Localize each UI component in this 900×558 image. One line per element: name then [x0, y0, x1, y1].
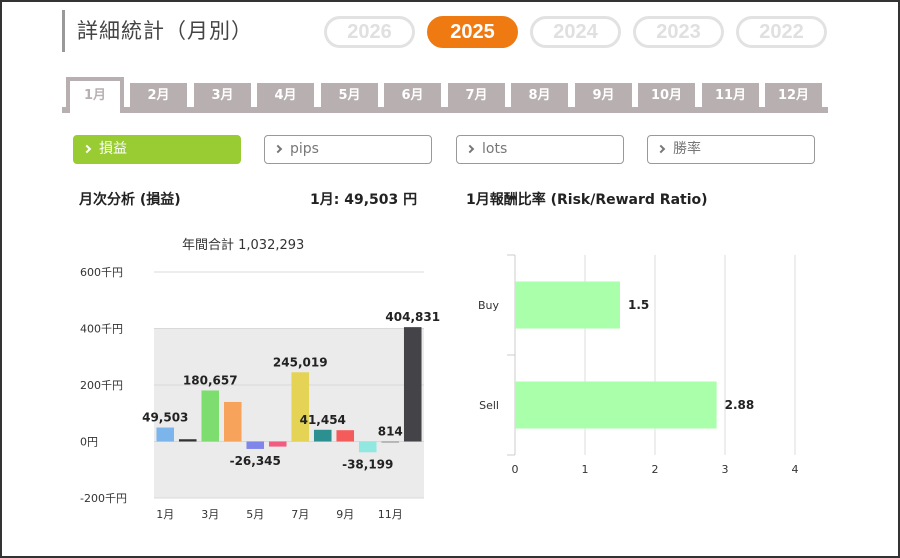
risk-reward-heading: 1月報酬比率 (Risk/Reward Ratio) — [466, 192, 708, 208]
x-tick-label: 2 — [652, 463, 659, 476]
year-selector: 2026 2025 2024 2023 2022 — [324, 16, 827, 48]
annual-total: 年間合計 1,032,293 — [182, 238, 305, 253]
tab-month-4[interactable]: 4月 — [257, 83, 314, 107]
tab-month-12[interactable]: 12月 — [765, 83, 822, 107]
x-tick-label: 7月 — [291, 508, 309, 521]
data-label: 2.88 — [725, 398, 755, 412]
bar-1月 — [156, 427, 175, 442]
bar-11月 — [381, 441, 400, 443]
tab-month-11[interactable]: 11月 — [702, 83, 759, 107]
bar-2月 — [178, 439, 197, 442]
x-tick-label: 5月 — [246, 508, 264, 521]
tab-month-2[interactable]: 2月 — [130, 83, 187, 107]
year-button-2025[interactable]: 2025 — [427, 16, 518, 48]
y-tick-label: 200千円 — [80, 379, 123, 392]
metric-tab-lots[interactable]: lots — [456, 135, 624, 164]
bar-10月 — [358, 441, 377, 453]
tab-month-7[interactable]: 7月 — [448, 83, 505, 107]
year-button-2022[interactable]: 2022 — [736, 16, 827, 48]
bar-7月 — [291, 372, 310, 442]
year-button-2023[interactable]: 2023 — [633, 16, 724, 48]
x-tick-label: 1 — [582, 463, 589, 476]
y-tick-label: 600千円 — [80, 266, 123, 279]
chevron-right-icon — [656, 144, 666, 154]
bar-5月 — [246, 441, 265, 449]
tab-month-10[interactable]: 10月 — [638, 83, 695, 107]
tab-month-1[interactable]: 1月 — [66, 77, 124, 113]
x-tick-label: 11月 — [378, 508, 403, 521]
data-label: -26,345 — [230, 454, 281, 468]
x-tick-label: 9月 — [336, 508, 354, 521]
metric-tab-label: lots — [482, 141, 508, 157]
x-tick-label: 0 — [512, 463, 519, 476]
tab-month-6[interactable]: 6月 — [384, 83, 441, 107]
x-tick-label: 3月 — [201, 508, 219, 521]
chevron-right-icon — [465, 144, 475, 154]
bar-6月 — [268, 441, 287, 447]
y-tick-label: -200千円 — [80, 492, 127, 505]
category-label: Buy — [478, 299, 500, 312]
metric-tab-profit[interactable]: 損益 — [73, 135, 241, 164]
data-label: 1.5 — [628, 298, 649, 312]
page-title: 詳細統計（月別） — [77, 19, 253, 43]
metric-tab-label: 損益 — [99, 141, 127, 157]
tab-month-8[interactable]: 8月 — [511, 83, 568, 107]
tab-month-5[interactable]: 5月 — [321, 83, 378, 107]
bar-Buy — [515, 281, 620, 329]
bar-12月 — [403, 327, 422, 442]
metric-tab-label: 勝率 — [673, 141, 701, 157]
title-bar: 詳細統計（月別） — [62, 10, 253, 52]
monthly-profit-chart: 600千円 400千円 200千円 0円 -200千円 49,503 1月 180,657 3月… — [80, 266, 440, 521]
data-label: -38,199 — [342, 457, 393, 471]
year-button-2026[interactable]: 2026 — [324, 16, 415, 48]
x-tick-label: 3 — [722, 463, 729, 476]
category-label: Sell — [479, 399, 499, 412]
chevron-right-icon — [82, 144, 92, 154]
bar-3月 — [201, 390, 220, 442]
data-label: 404,831 — [385, 310, 440, 324]
chevron-right-icon — [273, 144, 283, 154]
tab-month-9[interactable]: 9月 — [575, 83, 632, 107]
metric-tab-pips[interactable]: pips — [264, 135, 432, 164]
tab-month-3[interactable]: 3月 — [194, 83, 251, 107]
bar-4月 — [223, 401, 242, 442]
data-label: 180,657 — [183, 373, 238, 387]
x-tick-label: 1月 — [156, 508, 174, 521]
y-tick-label: 400千円 — [80, 323, 123, 336]
risk-reward-chart: 0 1 2 3 4 1.5 Buy 2.88 Sell — [478, 254, 799, 476]
month-tabs-bar — [62, 107, 828, 113]
year-button-2024[interactable]: 2024 — [530, 16, 621, 48]
monthly-analysis-heading: 月次分析 (損益) — [79, 192, 181, 208]
bar-9月 — [336, 430, 355, 442]
data-label: 49,503 — [142, 411, 188, 425]
plot-band — [154, 328, 424, 498]
x-tick-label: 4 — [792, 463, 799, 476]
y-tick-label: 0円 — [80, 436, 98, 449]
metric-tab-label: pips — [290, 141, 319, 157]
bar-8月 — [313, 429, 332, 442]
data-label: 41,454 — [300, 413, 346, 427]
current-month-summary: 1月: 49,503 円 — [310, 192, 418, 208]
data-label: 245,019 — [273, 355, 328, 369]
metric-tab-winrate[interactable]: 勝率 — [647, 135, 815, 164]
bar-Sell — [515, 381, 717, 429]
data-label: 814 — [378, 424, 403, 438]
